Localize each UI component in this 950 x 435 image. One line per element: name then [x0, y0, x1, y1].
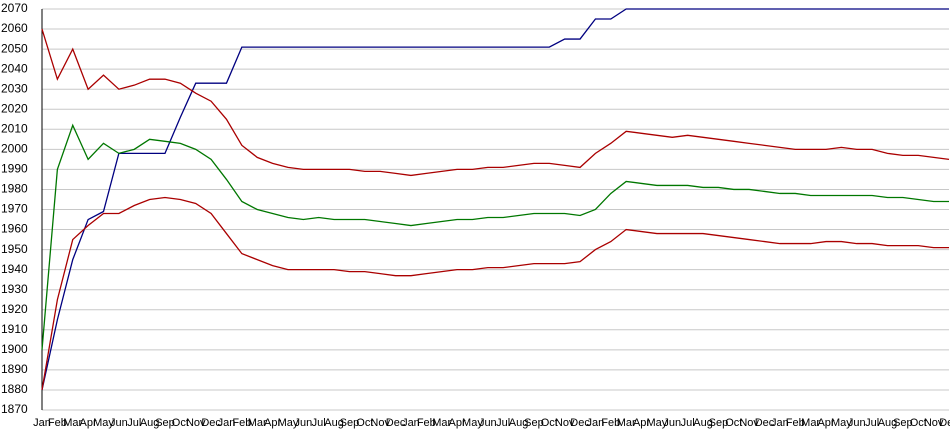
- x-tick-label: Feb: [601, 417, 620, 429]
- x-tick-label: Sep: [524, 417, 544, 429]
- x-tick-label: Oct: [910, 417, 927, 429]
- x-tick-label: Sep: [155, 417, 175, 429]
- series-line: [41, 28, 950, 177]
- x-tick-label: Jul: [312, 417, 326, 429]
- x-tick-label: Feb: [786, 417, 805, 429]
- x-tick-label: Mar: [432, 417, 451, 429]
- x-tick-label: Nov: [186, 417, 206, 429]
- x-tick-label: Jan: [218, 417, 236, 429]
- x-tick-label: Sep: [340, 417, 360, 429]
- series-line: [41, 196, 949, 391]
- x-tick-label: Oct: [725, 417, 742, 429]
- x-tick-label: Aug: [140, 417, 160, 429]
- y-tick-label: 1890: [1, 362, 28, 376]
- x-tick-label: Jun: [294, 417, 312, 429]
- series-line: [41, 8, 949, 391]
- x-tick-label: Aug: [324, 417, 344, 429]
- x-tick-label: Feb: [417, 417, 436, 429]
- x-tick-label: Mar: [248, 417, 267, 429]
- y-tick-label: 2070: [1, 1, 28, 15]
- x-tick-label: Aug: [878, 417, 898, 429]
- x-tick-label: Nov: [370, 417, 390, 429]
- x-tick-label: Mar: [63, 417, 82, 429]
- y-tick-label: 1980: [1, 182, 28, 196]
- x-tick-label: Aug: [693, 417, 713, 429]
- x-tick-label: Jan: [771, 417, 789, 429]
- x-tick-label: Apr: [449, 417, 466, 429]
- x-tick-label: Nov: [739, 417, 759, 429]
- y-tick-label: 1870: [1, 402, 28, 416]
- x-tick-label: Apr: [264, 417, 281, 429]
- x-tick-label: May: [462, 417, 483, 429]
- x-tick-label: Feb: [48, 417, 67, 429]
- x-tick-label: Dec: [755, 417, 775, 429]
- x-tick-label: Mar: [617, 417, 636, 429]
- x-tick-label: Apr: [633, 417, 650, 429]
- x-tick-label: Feb: [232, 417, 251, 429]
- y-tick-label: 2040: [1, 61, 28, 75]
- y-tick-label: 1900: [1, 342, 28, 356]
- y-tick-label: 1910: [1, 322, 28, 336]
- x-tick-label: May: [93, 417, 114, 429]
- y-tick-label: 2010: [1, 121, 28, 135]
- x-tick-label: Nov: [555, 417, 575, 429]
- x-tick-label: Dec: [386, 417, 406, 429]
- x-tick-label: Aug: [509, 417, 529, 429]
- x-tick-label: Apr: [817, 417, 834, 429]
- y-tick-label: 1930: [1, 282, 28, 296]
- x-tick-label: Dec: [939, 417, 950, 429]
- x-tick-label: Oct: [356, 417, 373, 429]
- x-tick-label: Sep: [893, 417, 913, 429]
- y-tick-label: 1970: [1, 202, 28, 216]
- x-tick-label: Jun: [848, 417, 866, 429]
- x-tick-label: Jun: [479, 417, 497, 429]
- x-tick-label: Jul: [496, 417, 510, 429]
- x-tick-label: May: [647, 417, 668, 429]
- x-tick-label: Jan: [33, 417, 51, 429]
- y-tick-label: 1880: [1, 382, 28, 396]
- x-tick-label: Jun: [110, 417, 128, 429]
- y-tick-label: 1960: [1, 222, 28, 236]
- y-tick-label: 2020: [1, 101, 28, 115]
- x-tick-label: Apr: [80, 417, 97, 429]
- x-tick-label: Nov: [924, 417, 944, 429]
- x-tick-label: Jun: [663, 417, 681, 429]
- y-tick-label: 1920: [1, 302, 28, 316]
- y-tick-label: 1950: [1, 242, 28, 256]
- x-tick-label: May: [278, 417, 299, 429]
- x-tick-label: Sep: [709, 417, 729, 429]
- y-tick-label: 2030: [1, 81, 28, 95]
- y-tick-label: 2000: [1, 142, 28, 156]
- x-tick-label: Oct: [172, 417, 189, 429]
- x-tick-label: Jul: [127, 417, 141, 429]
- y-tick-label: 2060: [1, 21, 28, 35]
- x-tick-label: Jan: [587, 417, 605, 429]
- x-tick-label: Jul: [865, 417, 879, 429]
- x-tick-label: Jan: [402, 417, 420, 429]
- series-line: [41, 123, 949, 350]
- x-tick-label: Jul: [681, 417, 695, 429]
- y-tick-label: 1990: [1, 162, 28, 176]
- x-tick-label: Dec: [570, 417, 590, 429]
- y-tick-label: 2050: [1, 41, 28, 55]
- x-tick-label: Dec: [201, 417, 221, 429]
- x-tick-label: Oct: [541, 417, 558, 429]
- x-tick-label: May: [831, 417, 852, 429]
- x-tick-label: Mar: [801, 417, 820, 429]
- y-tick-label: 1940: [1, 262, 28, 276]
